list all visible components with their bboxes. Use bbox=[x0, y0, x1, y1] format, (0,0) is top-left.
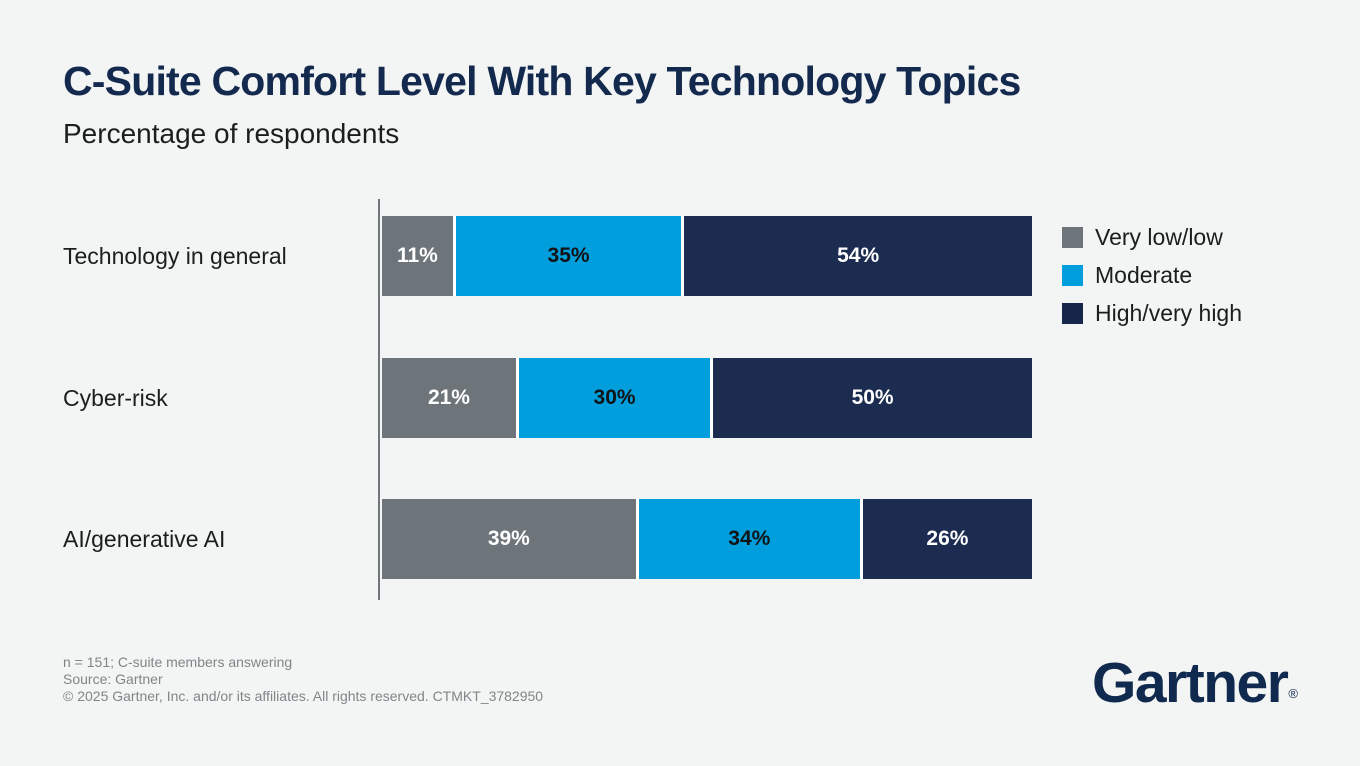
legend-label: Very low/low bbox=[1095, 224, 1223, 250]
chart-title: C-Suite Comfort Level With Key Technolog… bbox=[63, 58, 1021, 104]
bar-segment: 30% bbox=[518, 358, 711, 438]
bar-segment: 34% bbox=[638, 499, 860, 579]
registered-trademark-symbol: ® bbox=[1288, 686, 1298, 701]
bar-segment: 26% bbox=[862, 499, 1032, 579]
bar-row: Technology in general 11% 35% 54% bbox=[0, 216, 1360, 296]
y-axis-line bbox=[378, 199, 380, 600]
footnote-line: © 2025 Gartner, Inc. and/or its affiliat… bbox=[63, 688, 544, 705]
bar-segment: 50% bbox=[713, 358, 1032, 438]
bar-segment: 35% bbox=[455, 216, 682, 296]
stacked-bar: 21% 30% 50% bbox=[382, 358, 1032, 438]
gartner-logo: Gartner® bbox=[1092, 650, 1298, 716]
footnote-line: Source: Gartner bbox=[63, 671, 163, 688]
legend-swatch bbox=[1062, 303, 1083, 324]
stacked-bar: 39% 34% 26% bbox=[382, 499, 1032, 579]
footnote-line: n = 151; C-suite members answering bbox=[63, 654, 293, 670]
legend-swatch bbox=[1062, 265, 1083, 286]
stacked-bar: 11% 35% 54% bbox=[382, 216, 1033, 296]
category-label: Cyber-risk bbox=[63, 385, 168, 411]
category-label: Technology in general bbox=[63, 243, 287, 269]
footnotes: n = 151; C-suite members answering Source… bbox=[63, 654, 543, 706]
bar-row: AI/generative AI 39% 34% 26% bbox=[0, 499, 1360, 579]
legend-item: Very low/low bbox=[1062, 224, 1242, 251]
bar-segment: 54% bbox=[684, 216, 1033, 296]
legend-swatch bbox=[1062, 227, 1083, 248]
legend-label: Moderate bbox=[1095, 262, 1193, 288]
bar-segment: 11% bbox=[382, 216, 453, 296]
bar-segment: 39% bbox=[382, 499, 636, 579]
gartner-logo-text: Gartner bbox=[1092, 651, 1289, 715]
legend-item: High/very high bbox=[1062, 300, 1242, 327]
category-label: AI/generative AI bbox=[63, 526, 226, 552]
legend-item: Moderate bbox=[1062, 262, 1242, 289]
bar-segment: 21% bbox=[382, 358, 516, 438]
legend-label: High/very high bbox=[1095, 300, 1243, 326]
chart-subtitle: Percentage of respondents bbox=[63, 118, 400, 149]
chart-legend: Very low/low Moderate High/very high bbox=[1062, 224, 1242, 338]
bar-row: Cyber-risk 21% 30% 50% bbox=[0, 358, 1360, 438]
